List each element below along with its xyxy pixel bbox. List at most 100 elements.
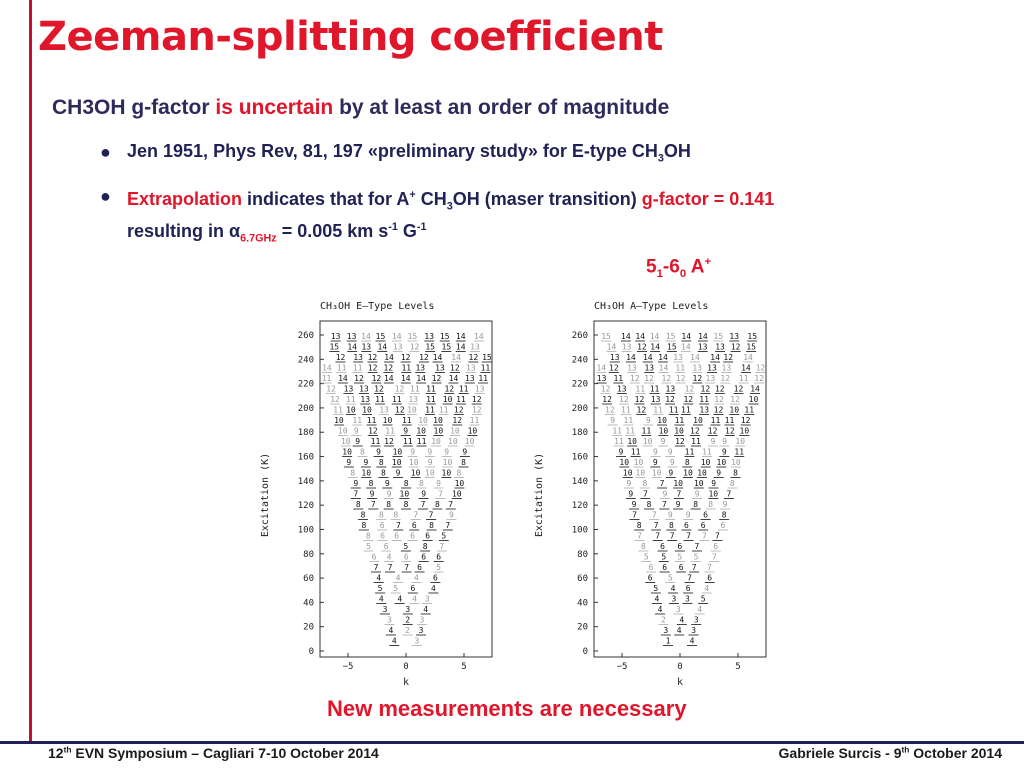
level-label: 8 [350, 469, 355, 478]
level-label: 13 [470, 343, 480, 352]
footer-author-date: Gabriele Surcis - 9th October 2014 [779, 744, 1002, 761]
level-label: 13 [353, 353, 363, 362]
level-label: 13 [692, 364, 702, 373]
level-label: 9 [396, 469, 401, 478]
level-label: 4 [431, 584, 436, 593]
level-label: 9 [653, 448, 658, 457]
level-label: 3 [419, 626, 424, 635]
footer-author-text: Gabriele Surcis - 9th October 2014 [778, 744, 1002, 761]
level-label: 7 [429, 511, 434, 520]
level-label: 9 [662, 490, 667, 499]
level-label: 12 [472, 406, 482, 415]
level-label: 8 [404, 479, 409, 488]
level-label: 15 [440, 332, 450, 341]
level-label: 2 [405, 626, 410, 635]
level-label: 11 [402, 416, 412, 425]
level-label: 14 [698, 332, 708, 341]
bullet2-text: CH [415, 189, 447, 209]
level-label: 7 [707, 563, 712, 572]
alpha-subscript: 6.7GHz [240, 232, 277, 245]
level-label: 13 [344, 385, 354, 394]
level-label: 8 [722, 511, 727, 520]
level-label: 14 [474, 332, 484, 341]
level-label: 7 [727, 490, 732, 499]
level-label: 12 [368, 353, 378, 362]
x-tick-label: −5 [617, 662, 628, 672]
level-label: 14 [607, 343, 617, 352]
level-label: 9 [387, 490, 392, 499]
level-label: 11 [375, 395, 385, 404]
level-label: 5 [701, 595, 706, 604]
bullet2-text: = 0.005 km s [276, 221, 389, 241]
level-label: 4 [658, 605, 663, 614]
level-label: 4 [412, 595, 417, 604]
level-label: 3 [425, 595, 430, 604]
level-label: 8 [637, 521, 642, 530]
y-tick-label: 200 [298, 404, 314, 414]
level-label: 10 [431, 437, 441, 446]
bullet1-tail: OH [663, 141, 691, 161]
level-label: 10 [416, 427, 426, 436]
y-tick-label: 20 [577, 623, 588, 633]
subtitle-highlight: is uncertain [215, 96, 334, 119]
footer-bar [0, 741, 1024, 744]
level-label: 10 [749, 395, 759, 404]
level-label: 8 [642, 479, 647, 488]
level-label: 11 [439, 406, 449, 415]
level-label: 12 [708, 427, 718, 436]
level-label: 6 [380, 532, 385, 541]
level-label: 9 [716, 469, 721, 478]
level-label: 13 [666, 385, 676, 394]
level-label: 10 [643, 437, 653, 446]
y-tick-label: 220 [298, 380, 314, 390]
level-label: 12 [685, 385, 695, 394]
level-label: 7 [374, 563, 379, 572]
level-label: 13 [610, 353, 620, 362]
level-label: 11 [653, 406, 663, 415]
level-label: 6 [648, 574, 653, 583]
level-label: 7 [353, 490, 358, 499]
level-label: 11 [625, 427, 635, 436]
level-label: 4 [704, 584, 709, 593]
level-label: 12 [701, 385, 711, 394]
level-label: 12 [683, 395, 693, 404]
level-label: 14 [650, 332, 660, 341]
level-label: 4 [423, 605, 428, 614]
level-label: 14 [456, 343, 466, 352]
level-label: 3 [405, 605, 410, 614]
level-label: 13 [707, 364, 717, 373]
level-label: 13 [465, 374, 475, 383]
level-label: 12 [372, 374, 382, 383]
level-label: 12 [630, 374, 640, 383]
level-label: 14 [361, 332, 371, 341]
level-label: 4 [392, 637, 397, 646]
level-label: 15 [442, 343, 452, 352]
level-label: 12 [602, 395, 612, 404]
level-label: 11 [675, 416, 685, 425]
level-label: 11 [612, 427, 622, 436]
level-label: 11 [410, 385, 420, 394]
level-label: 9 [427, 448, 432, 457]
level-label: 7 [388, 563, 393, 572]
level-label: 6 [679, 563, 684, 572]
level-label: 9 [646, 416, 651, 425]
level-label: 3 [383, 605, 388, 614]
transition-label: 51-60 A+ [646, 256, 712, 281]
level-label: 7 [637, 532, 642, 541]
level-label: 4 [396, 574, 401, 583]
level-label: 12 [368, 364, 378, 373]
level-label: 12 [725, 427, 735, 436]
level-label: 11 [631, 448, 641, 457]
level-label: 9 [355, 437, 360, 446]
level-label: 8 [693, 500, 698, 509]
y-tick-label: 160 [298, 453, 314, 463]
level-label: 9 [449, 511, 454, 520]
level-label: 13 [415, 364, 425, 373]
level-label: 7 [652, 511, 657, 520]
y-tick-label: 20 [303, 623, 314, 633]
level-label: 9 [627, 479, 632, 488]
level-label: 11 [371, 437, 381, 446]
level-label: 5 [378, 584, 383, 593]
level-label: 9 [676, 500, 681, 509]
